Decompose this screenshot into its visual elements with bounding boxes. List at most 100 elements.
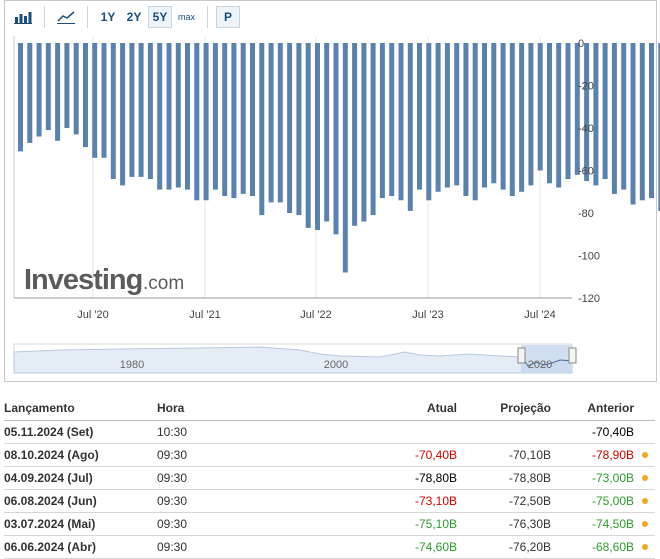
- bar: [36, 43, 42, 137]
- navigator-label-1980: 1980: [120, 359, 144, 371]
- bar: [398, 43, 404, 201]
- release-time: 09:30: [157, 517, 188, 531]
- bar: [138, 43, 144, 177]
- bar: [231, 43, 237, 199]
- x-axis-ticks: Jul '20 Jul '21 Jul '22 Jul '23 Jul '24: [77, 309, 555, 321]
- table-row: 08.10.2024 (Ago) 09:30 -70,40B -70,10B -78,9…: [4, 444, 655, 467]
- projection-value: -72,50B: [508, 494, 551, 508]
- table-header: Lançamento Hora Atual Projeção Anterior: [4, 396, 655, 421]
- bar: [129, 43, 135, 177]
- bar: [296, 43, 302, 216]
- bar: [574, 43, 580, 175]
- table-row: 04.09.2024 (Jul) 09:30 -78,80B -78,80B -73,0…: [4, 467, 655, 490]
- range-max-button[interactable]: max: [178, 12, 196, 22]
- bar: [379, 43, 385, 199]
- bar: [222, 43, 228, 196]
- bar: [519, 43, 525, 192]
- revision-dot-icon[interactable]: [641, 475, 648, 481]
- bar: [45, 43, 51, 131]
- line-chart-icon[interactable]: [53, 6, 79, 28]
- bar: [649, 43, 654, 199]
- bar: [509, 43, 515, 196]
- range-1y-button[interactable]: 1Y: [100, 10, 116, 24]
- bar: [64, 43, 70, 128]
- bar: [630, 43, 636, 205]
- release-time: 10:30: [157, 425, 188, 439]
- bar: [528, 43, 534, 186]
- bar: [203, 43, 209, 201]
- bar: [110, 43, 116, 179]
- bar: [435, 43, 441, 192]
- release-time: 09:30: [157, 494, 188, 508]
- y-tick-label: -80: [578, 208, 594, 220]
- bar: [324, 43, 330, 222]
- toolbar-divider: [44, 6, 45, 28]
- watermark-investing: Investing: [24, 264, 142, 296]
- navigator-label-2000: 2000: [324, 359, 348, 371]
- revision-dot-icon[interactable]: [641, 498, 648, 504]
- x-tick-label: Jul '24: [524, 309, 555, 321]
- actual-value: -70,40B: [414, 448, 457, 462]
- bar: [240, 43, 246, 194]
- bar: [454, 43, 460, 186]
- bar: [120, 43, 126, 186]
- projection-value: -78,80B: [508, 471, 551, 485]
- release-date: 08.10.2024 (Ago): [4, 448, 99, 462]
- projection-value: -76,30B: [508, 517, 551, 531]
- header-date: Lançamento: [4, 401, 75, 415]
- trade-balance-chart: 0-20-40-60-80-100-120 Jul '20 Jul '21 Jul …: [13, 36, 660, 374]
- bar: [472, 43, 478, 201]
- bar: [482, 43, 487, 188]
- toolbar-divider: [87, 6, 88, 28]
- bar: [250, 43, 255, 196]
- navigator-label-2020: 2020: [528, 359, 552, 371]
- bar: [500, 43, 506, 190]
- releases-table: Lançamento Hora Atual Projeção Anterior …: [4, 396, 655, 559]
- chart-bars: [18, 43, 660, 273]
- previous-value: -74,50B: [591, 517, 634, 531]
- release-date: 06.08.2024 (Jun): [4, 494, 97, 508]
- bar: [83, 43, 88, 148]
- bar: [18, 43, 23, 152]
- bar: [370, 43, 376, 216]
- bar: [491, 43, 497, 184]
- range-2y-button[interactable]: 2Y: [126, 10, 142, 24]
- navigator-left-handle[interactable]: [517, 347, 526, 364]
- table-row: 05.11.2024 (Set) 10:30 -70,40B: [4, 421, 655, 444]
- release-date: 03.07.2024 (Mai): [4, 517, 96, 531]
- y-tick-label: -120: [578, 293, 600, 305]
- previous-value: -78,90B: [591, 448, 634, 462]
- revision-dot-icon[interactable]: [641, 452, 648, 458]
- p-button[interactable]: P: [216, 6, 241, 28]
- bar: [27, 43, 33, 143]
- y-tick-label: -20: [578, 81, 594, 93]
- navigator-right-handle[interactable]: [568, 347, 577, 364]
- bar: [333, 43, 339, 235]
- bar: [315, 43, 320, 230]
- y-tick-label: -100: [578, 251, 600, 263]
- header-projection: Projeção: [500, 401, 551, 415]
- bar: [92, 43, 98, 158]
- table-row: 03.07.2024 (Mai) 09:30 -75,10B -76,30B -74,5…: [4, 513, 655, 536]
- bar: [361, 43, 367, 222]
- bar: [417, 43, 422, 190]
- bar: [277, 43, 283, 203]
- y-axis-ticks: 0 -20 -40 -60 -80 -100 -120: [578, 38, 600, 305]
- navigator[interactable]: 1980 2000 2020: [13, 343, 577, 374]
- release-date: 06.06.2024 (Abr): [4, 540, 97, 554]
- bar: [287, 43, 293, 213]
- release-time: 09:30: [157, 448, 188, 462]
- y-tick-label: 0: [578, 38, 584, 50]
- table-body: 05.11.2024 (Set) 10:30 -70,40B 08.10.2024 (…: [4, 421, 655, 559]
- bar: [389, 43, 395, 196]
- revision-dot-icon[interactable]: [641, 544, 648, 550]
- range-5y-button[interactable]: 5Y: [148, 6, 172, 28]
- projection-value: -70,10B: [508, 448, 551, 462]
- actual-value: -75,10B: [414, 517, 457, 531]
- previous-value: -70,40B: [591, 425, 634, 439]
- revision-dot-icon[interactable]: [641, 521, 648, 527]
- navigator-selected-line: [521, 356, 573, 367]
- bar-chart-icon[interactable]: [10, 6, 36, 28]
- bar: [166, 43, 172, 190]
- bar: [639, 43, 645, 201]
